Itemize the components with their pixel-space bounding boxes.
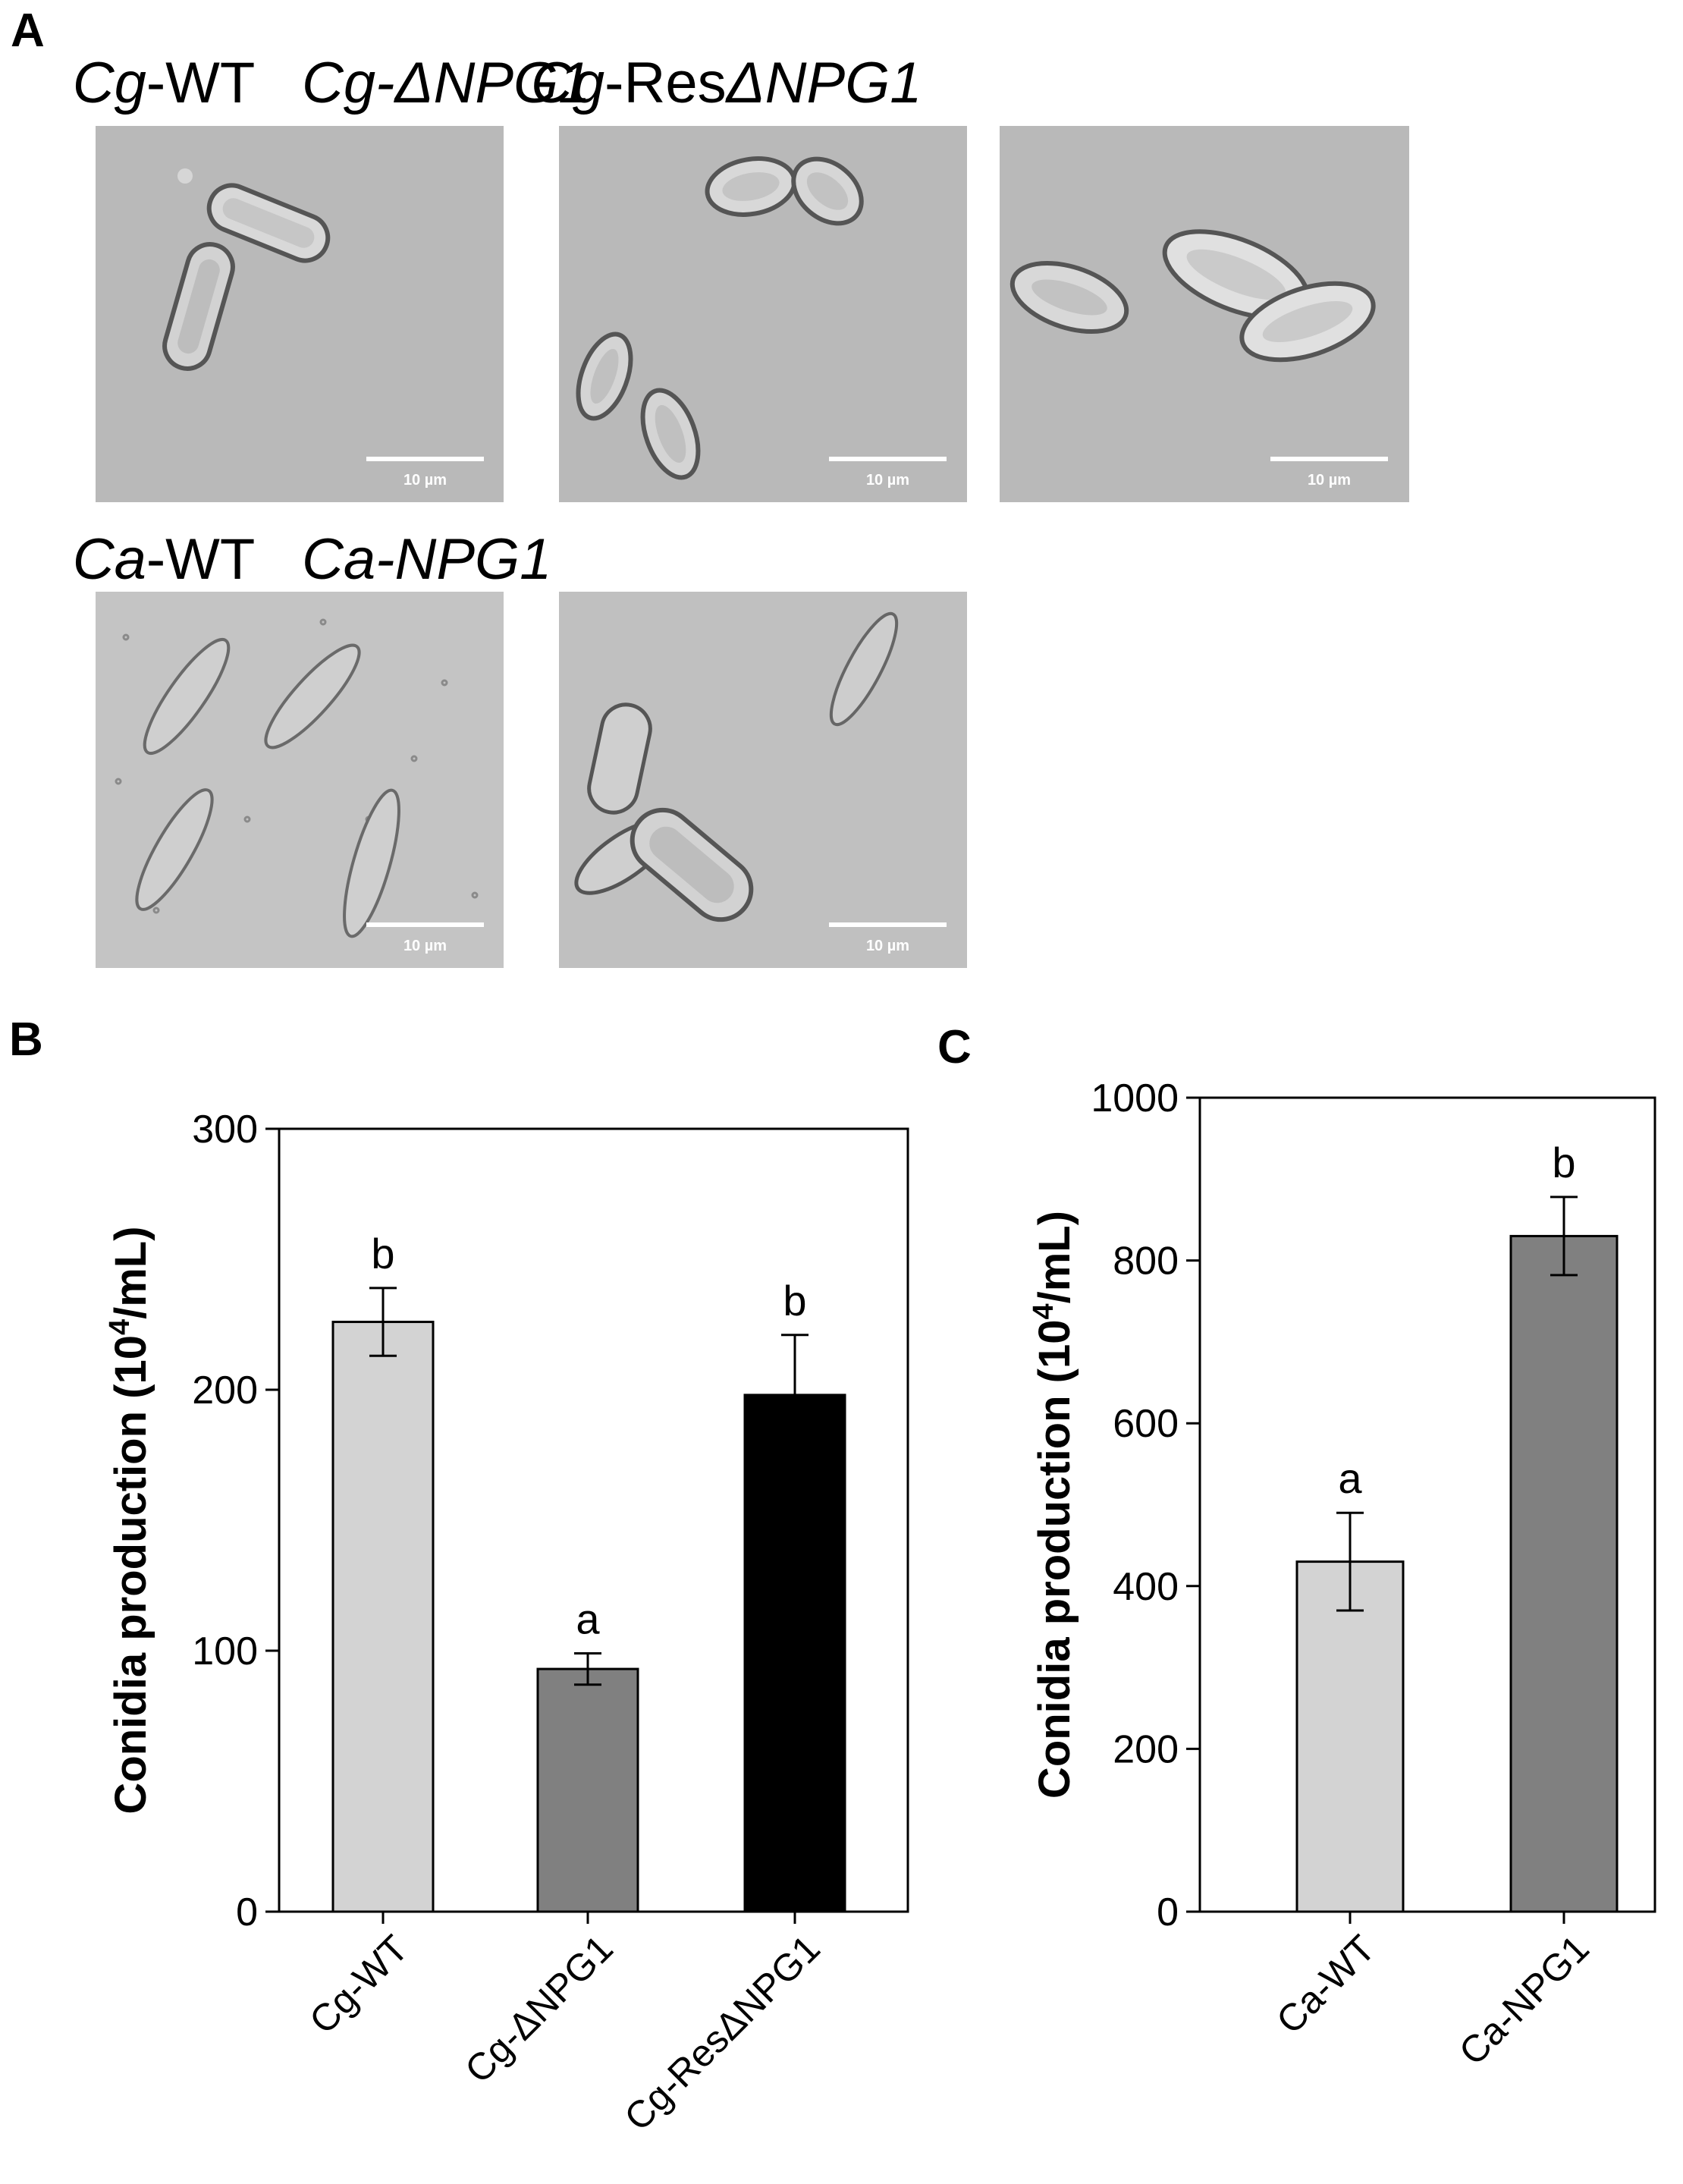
y-tick-label: 600 [1113, 1402, 1179, 1446]
image-title-cg-res-plain: -Res [604, 51, 727, 115]
micrograph-ca-wt-svg [96, 592, 504, 968]
x-tick-label: Ca-NPG1 [1451, 1927, 1597, 2073]
micrograph-cg-wt-svg [96, 126, 504, 502]
scale-bar [366, 457, 484, 461]
conidium-cell [829, 611, 899, 727]
scale-label: 10 µm [403, 472, 447, 489]
y-axis-label-end: /mL) [1030, 1211, 1079, 1303]
y-tick-label: 100 [192, 1629, 258, 1673]
conidium-cell [135, 788, 214, 911]
image-title-cg-res-italic2: ΔNPG1 [726, 51, 922, 115]
image-title-ca-wt-italic: Ca [72, 527, 146, 592]
y-axis-label-main: Conidia production (10 [1030, 1320, 1079, 1799]
micrograph-cg-dnpg1 [559, 126, 967, 502]
significance-label: b [371, 1230, 394, 1277]
y-axis-label: Conidia production (104/mL) [104, 1226, 155, 1814]
image-title-cg-wt-plain: -WT [146, 51, 256, 115]
significance-label: a [576, 1595, 600, 1642]
micrograph-ca-wt [96, 592, 504, 968]
conidium-cell [640, 388, 701, 480]
micrograph-cg-res-dnpg1 [1000, 126, 1409, 502]
y-axis-label-main: Conidia production (10 [106, 1335, 155, 1815]
y-tick-label: 200 [192, 1369, 258, 1413]
y-tick-label: 400 [1113, 1565, 1179, 1609]
scale-label: 10 µm [1307, 472, 1352, 489]
panel-letter-a: A [11, 5, 45, 57]
y-tick-label: 200 [1113, 1727, 1179, 1771]
conidium-cell [791, 156, 864, 226]
significance-label: b [1552, 1139, 1575, 1186]
conidium-cell [264, 643, 361, 749]
conidium-cell [705, 156, 797, 217]
scale-label: 10 µm [403, 938, 447, 954]
significance-label: b [783, 1277, 806, 1325]
y-tick-label: 0 [236, 1890, 258, 1934]
image-title-cg-res-dnpg1: Cg-ResΔNPG1 [531, 55, 922, 112]
significance-label: a [1338, 1454, 1362, 1502]
scale-bar [1270, 457, 1388, 461]
image-title-ca-npg1: Ca-NPG1 [302, 531, 551, 589]
y-axis-label-sup: 4 [104, 1319, 136, 1335]
conidium-cell [343, 788, 400, 938]
scale-bar [829, 922, 947, 927]
conidium-cell [576, 332, 633, 421]
y-axis-label: Conidia production (104/mL) [1028, 1211, 1079, 1799]
micrograph-cg-dnpg1-svg [559, 126, 967, 502]
y-axis-label-end: /mL) [106, 1226, 155, 1318]
image-title-ca-wt-plain: -WT [146, 527, 256, 592]
image-title-cg-wt-italic: Cg [72, 51, 146, 115]
image-title-ca-wt: Ca-WT [50, 531, 278, 589]
micrograph-cg-wt [96, 126, 504, 502]
image-title-cg-dnpg1-italic: Cg-ΔNPG1 [302, 51, 591, 115]
scale-label: 10 µm [865, 472, 910, 489]
plot-frame [1198, 1096, 1656, 1913]
micrograph-ca-npg1-svg [559, 592, 967, 968]
bar [536, 1667, 639, 1913]
y-tick-label: 1000 [1091, 1076, 1179, 1120]
bar [1295, 1560, 1405, 1913]
image-title-cg-wt: Cg-WT [50, 55, 278, 112]
conidium-cell [630, 807, 754, 922]
scale-bar [829, 457, 947, 461]
x-tick-label: Ca-WT [1268, 1927, 1383, 2042]
conidium-cell [1239, 281, 1376, 363]
y-tick-label: 0 [1157, 1890, 1179, 1934]
panel-letter-b: B [9, 1013, 43, 1066]
micrograph-ca-npg1 [559, 592, 967, 968]
bar [1509, 1234, 1619, 1913]
image-title-cg-dnpg1: Cg-ΔNPG1 [302, 55, 590, 112]
scale-bar [366, 922, 484, 927]
micrograph-cg-res-dnpg1-svg [1000, 126, 1409, 502]
conidium-cell [143, 638, 231, 755]
conidium-cell [1009, 260, 1129, 335]
image-title-ca-npg1-italic: Ca-NPG1 [302, 527, 552, 592]
y-tick-label: 300 [192, 1108, 258, 1152]
y-tick-label: 800 [1113, 1240, 1179, 1284]
image-title-cg-res-italic: Cg [531, 51, 605, 115]
conidium-cell [587, 702, 652, 815]
y-axis-label-sup: 4 [1028, 1303, 1060, 1319]
scale-label: 10 µm [865, 938, 910, 954]
panel-letter-c: C [937, 1021, 972, 1073]
